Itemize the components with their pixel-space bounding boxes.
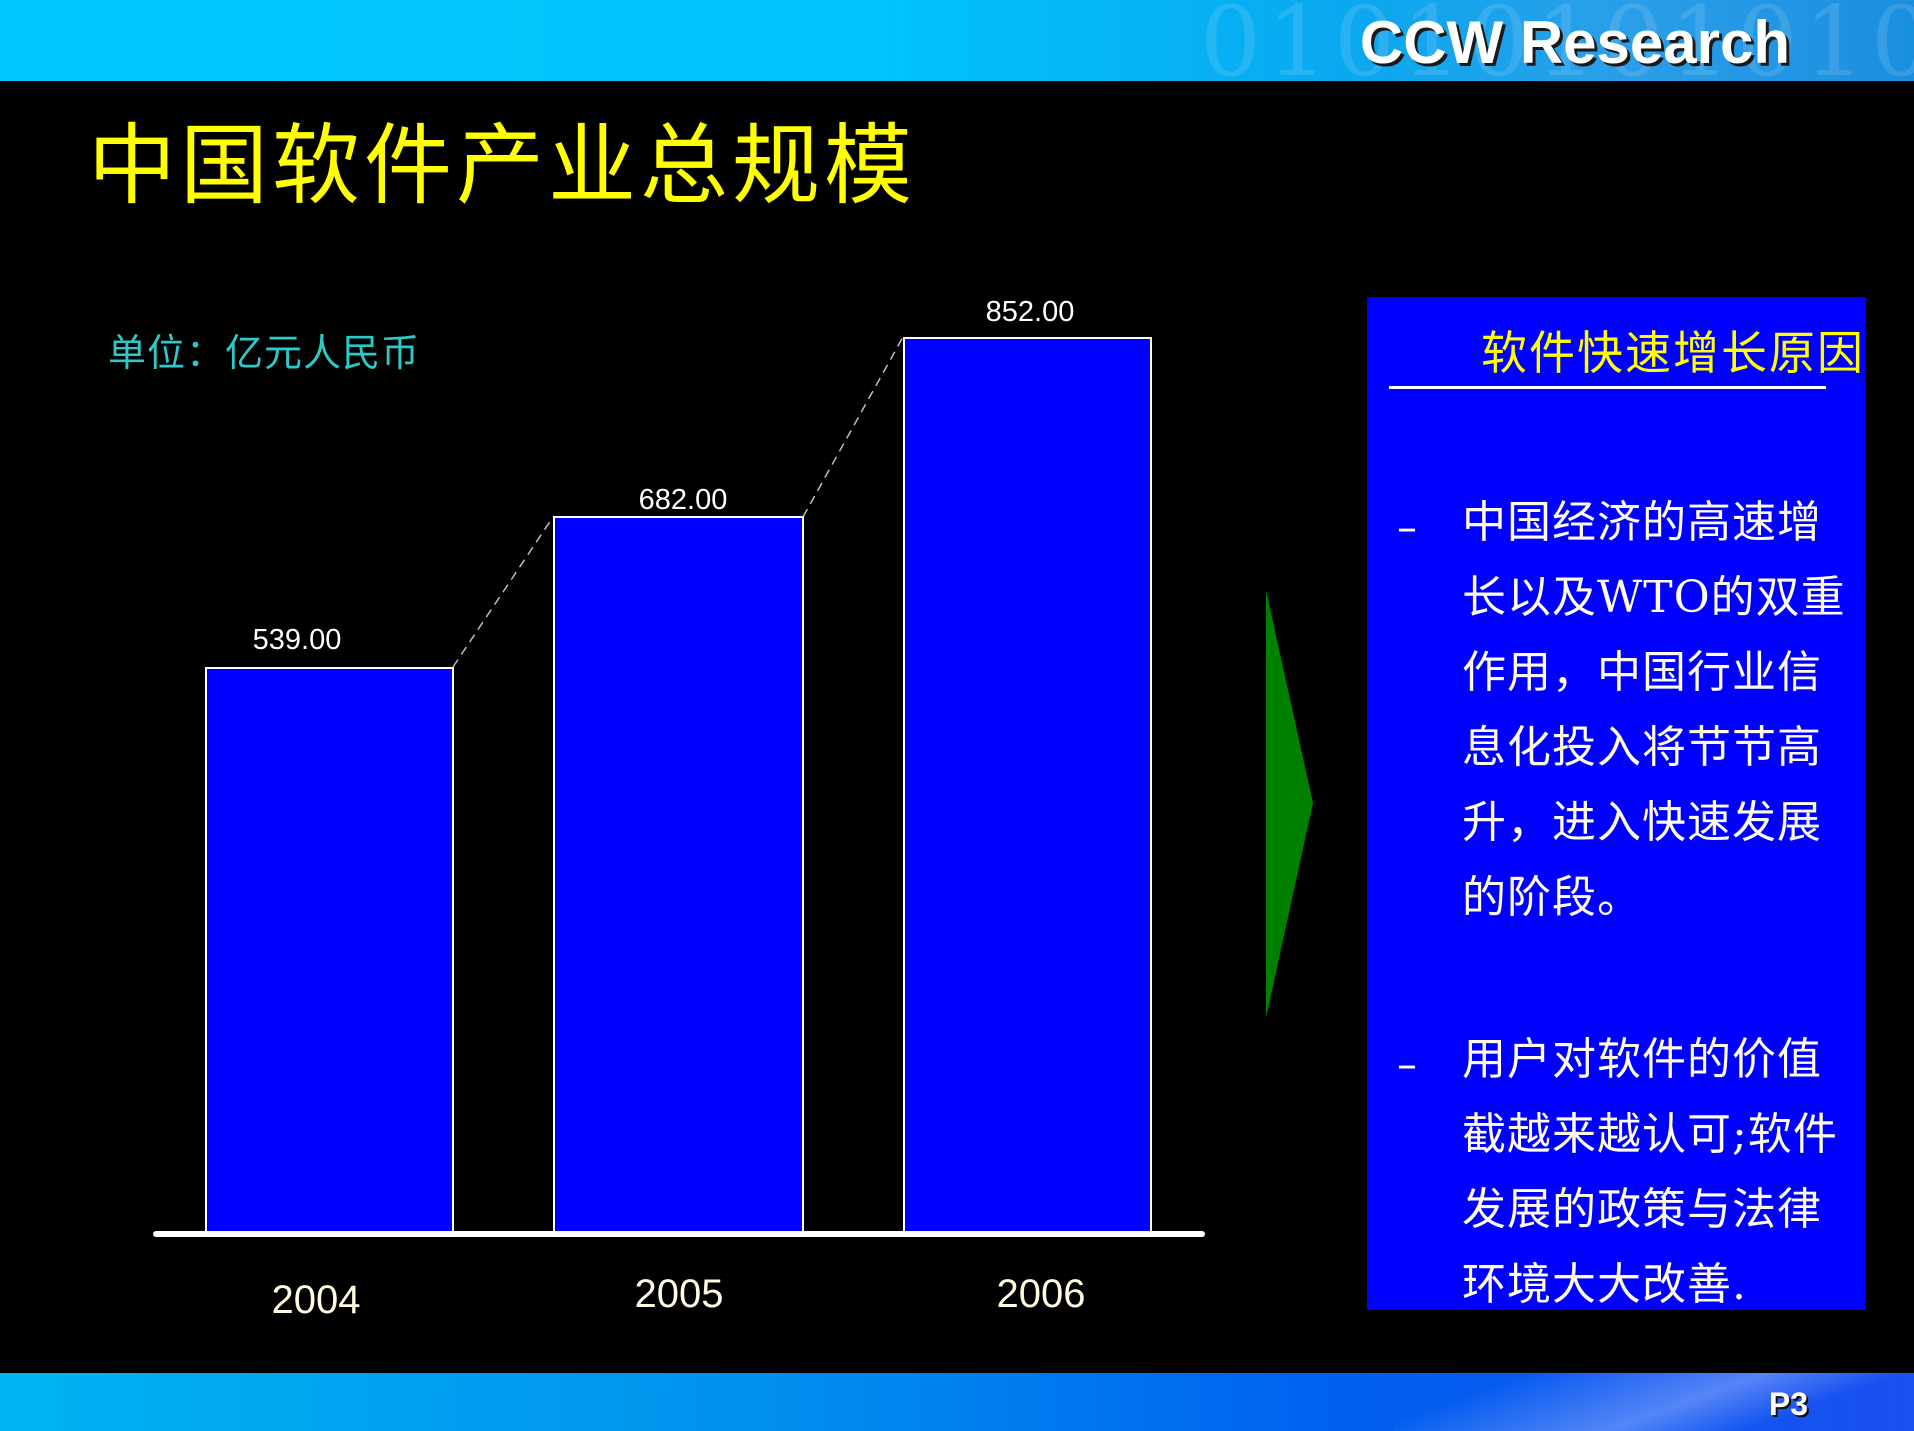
bar-2005 xyxy=(553,516,804,1233)
growth-reasons-panel: 软件快速增长原因 – 中国经济的高速增长以及WTO的双重作用，中国行业信息化投入… xyxy=(1367,297,1866,1310)
bullet-dash-icon: – xyxy=(1397,505,1417,551)
panel-divider xyxy=(1389,386,1826,389)
x-tick-2004: 2004 xyxy=(271,1278,361,1322)
x-tick-2005: 2005 xyxy=(634,1272,724,1316)
value-label-2005: 682.00 xyxy=(638,484,728,516)
footer-banner xyxy=(0,1373,1914,1431)
reason-item-2: 用户对软件的价值截越来越认可;软件发展的政策与法律环境大大改善. xyxy=(1462,1034,1838,1310)
header-banner: 01010101010 CCW Research xyxy=(0,0,1914,81)
bar-2006 xyxy=(903,337,1152,1233)
reason-item-1: 中国经济的高速增长以及WTO的双重作用，中国行业信息化投入将节节高升，进入快速发… xyxy=(1462,497,1846,923)
brand-logo-text: CCW Research xyxy=(1359,9,1790,76)
slide-title: 中国软件产业总规模 xyxy=(88,114,917,217)
bar-2004 xyxy=(205,667,454,1233)
panel-title: 软件快速增长原因 xyxy=(1481,326,1865,380)
green-arrow-icon xyxy=(1266,590,1313,1018)
page-number: P3 xyxy=(1768,1386,1808,1422)
x-tick-2006: 2006 xyxy=(996,1272,1086,1316)
value-label-2004: 539.00 xyxy=(252,624,342,656)
value-label-2006: 852.00 xyxy=(985,296,1075,328)
binary-decoration: 01010101010 xyxy=(1200,0,1914,81)
bullet-dash-icon: – xyxy=(1397,1042,1417,1088)
footer-decoration xyxy=(1394,1373,1914,1431)
x-axis-line xyxy=(153,1231,1205,1237)
unit-label: 单位：亿元人民币 xyxy=(108,331,421,375)
